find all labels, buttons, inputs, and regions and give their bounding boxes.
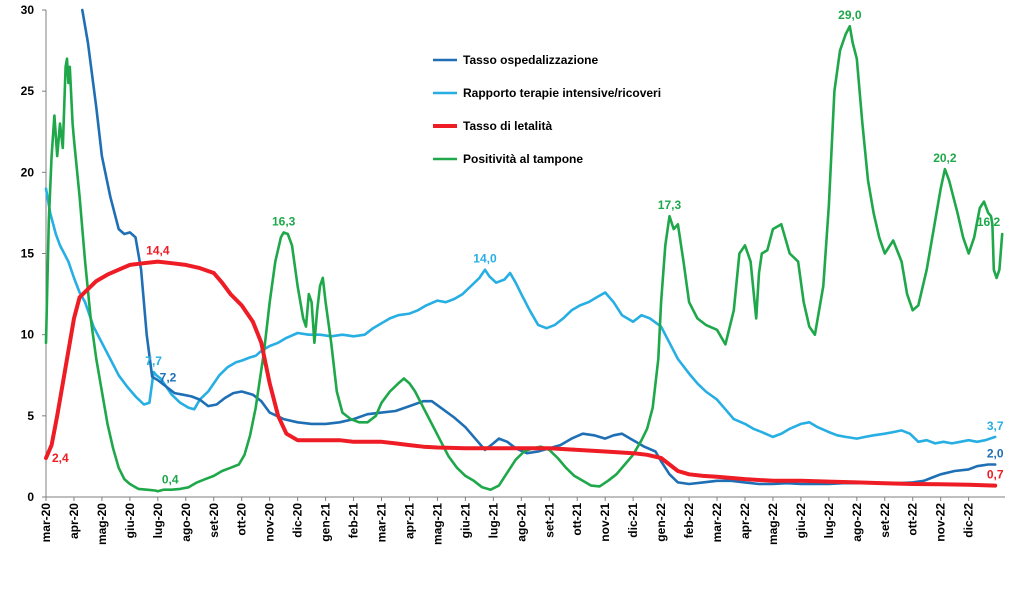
data-label: 7,2	[160, 371, 177, 385]
x-tick-label: giu-21	[458, 503, 472, 539]
series-line-4	[44, 24, 1004, 493]
y-tick-label: 15	[21, 247, 35, 261]
series-line-1	[81, 8, 997, 486]
data-label: 14,4	[146, 244, 170, 258]
data-label: 7,7	[145, 354, 162, 368]
x-tick-label: lug-20	[151, 503, 165, 539]
y-tick-label: 10	[21, 328, 35, 342]
data-label: 17,3	[658, 198, 682, 212]
legend-label-3: Tasso di letalità	[463, 119, 552, 133]
x-tick-label: mar-20	[39, 503, 53, 543]
x-tick-label: ott-20	[235, 503, 249, 536]
x-tick-label: dic-22	[962, 503, 976, 538]
x-tick-label: lug-21	[486, 503, 500, 539]
x-tick-label: apr-21	[402, 503, 416, 539]
legend-label-4: Positività al tampone	[463, 152, 583, 166]
x-tick-label: feb-22	[682, 503, 696, 539]
x-tick-label: feb-21	[347, 503, 361, 539]
x-tick-label: set-22	[878, 503, 892, 538]
series-line-3	[44, 259, 998, 488]
data-label: 0,4	[162, 472, 179, 486]
y-tick-label: 30	[21, 3, 35, 17]
y-tick-label: 0	[27, 490, 34, 504]
y-tick-label: 5	[27, 409, 34, 423]
x-tick-label: gen-22	[654, 503, 668, 542]
data-label: 14,0	[473, 252, 497, 266]
data-label: 3,7	[987, 419, 1004, 433]
x-tick-label: dic-21	[626, 503, 640, 538]
x-tick-label: gen-21	[319, 503, 333, 542]
legend-label-2: Rapporto terapie intensive/ricoveri	[463, 86, 661, 100]
x-tick-label: mar-22	[710, 503, 724, 543]
x-tick-label: mag-20	[95, 503, 109, 545]
data-label: 2,0	[987, 447, 1004, 461]
x-tick-label: giu-22	[794, 503, 808, 539]
y-tick-label: 20	[21, 165, 35, 179]
data-label: 2,4	[52, 451, 69, 465]
series-line-2	[44, 187, 997, 445]
data-label: 16,3	[272, 214, 296, 228]
legend-label-1: Tasso ospedalizzazione	[463, 53, 598, 67]
x-tick-label: nov-20	[263, 503, 277, 542]
x-tick-label: apr-22	[738, 503, 752, 539]
data-label: 16,2	[977, 215, 1001, 229]
x-tick-label: ott-22	[906, 503, 920, 536]
chart-series-layer	[44, 8, 1004, 493]
x-tick-label: mag-22	[766, 503, 780, 545]
x-tick-label: mag-21	[430, 503, 444, 545]
x-tick-label: ott-21	[570, 503, 584, 536]
x-tick-label: ago-21	[514, 503, 528, 542]
chart-legend: Tasso ospedalizzazione Rapporto terapie i…	[433, 53, 661, 166]
chart-data-labels: 7,2 2,0 7,7 3,7 14,0 2,4 14,4 0,7 0,4 16,3 17,3 29,…	[52, 8, 1004, 486]
x-tick-label: dic-20	[291, 503, 305, 538]
chart-axes: 0 5 10 15 20 25 30 mar-20 apr-20 mag-20 giu-20 lug-…	[21, 3, 1005, 545]
x-tick-label: giu-20	[123, 503, 137, 539]
x-tick-label: nov-22	[934, 503, 948, 542]
data-label: 20,2	[933, 151, 957, 165]
x-tick-label: apr-20	[67, 503, 81, 539]
y-tick-label: 25	[21, 84, 35, 98]
x-tick-label: set-21	[542, 503, 556, 538]
data-label: 29,0	[838, 8, 862, 22]
x-tick-label: set-20	[207, 503, 221, 538]
x-tick-label: lug-22	[822, 503, 836, 539]
data-label: 0,7	[987, 468, 1004, 482]
x-tick-label: mar-21	[375, 503, 389, 543]
x-tick-label: ago-22	[850, 503, 864, 542]
x-tick-label: nov-21	[598, 503, 612, 542]
x-tick-label: ago-20	[179, 503, 193, 542]
